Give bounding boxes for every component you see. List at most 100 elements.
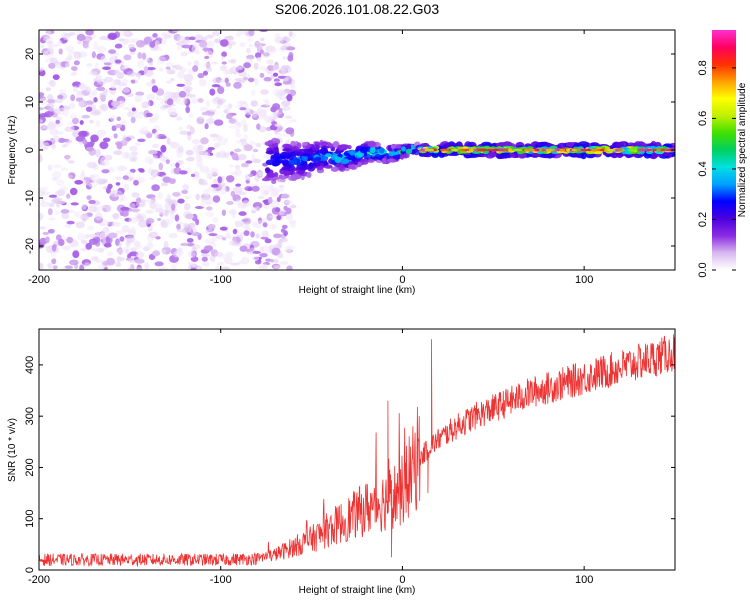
heatmap-cell: [60, 209, 70, 214]
heatmap-cell: [233, 81, 242, 89]
heatmap-cell: [121, 225, 130, 233]
heatmap-cell: [96, 129, 107, 137]
heatmap-cell: [45, 236, 50, 244]
heatmap-cell: [92, 88, 98, 97]
heatmap-cell: [175, 116, 183, 121]
heatmap-cell: [489, 151, 497, 158]
heatmap-cell: [201, 111, 210, 116]
heatmap-cell: [262, 222, 268, 228]
heatmap-cell: [176, 223, 181, 230]
heatmap-cell: [49, 128, 59, 136]
heatmap-cell: [263, 115, 273, 124]
heatmap-cell: [101, 169, 110, 174]
heatmap-cell: [47, 164, 53, 171]
heatmap-cell: [135, 267, 143, 270]
heatmap-cell: [128, 145, 138, 152]
heatmap-cell: [201, 256, 208, 262]
heatmap-cell: [288, 158, 298, 166]
heatmap-cell: [69, 31, 75, 36]
heatmap-cell: [191, 139, 201, 145]
heatmap-cell: [39, 67, 44, 72]
heatmap-cell: [125, 248, 130, 255]
heatmap-cell: [424, 148, 431, 152]
heatmap-cell: [252, 148, 259, 153]
heatmap-cell: [280, 45, 288, 51]
heatmap-cell: [112, 212, 120, 220]
heatmap-cell: [139, 111, 144, 115]
heatmap-cell: [145, 81, 154, 87]
heatmap-cell: [232, 186, 243, 194]
spectrogram-y-label: Frequency (Hz): [7, 116, 18, 185]
heatmap-cell: [154, 131, 159, 140]
heatmap-cell: [311, 144, 320, 151]
heatmap-cell: [114, 261, 121, 267]
heatmap-cell: [278, 154, 287, 160]
snr-y-tick-label: 0: [24, 567, 36, 573]
heatmap-cell: [367, 140, 377, 148]
heatmap-cell: [247, 187, 253, 192]
heatmap-cell: [160, 32, 171, 37]
heatmap-cell: [52, 164, 62, 169]
heatmap-cell: [269, 215, 279, 219]
heatmap-cell: [157, 191, 164, 200]
heatmap-cell: [78, 83, 85, 89]
heatmap-cell: [246, 47, 251, 54]
heatmap-cell: [226, 113, 233, 120]
heatmap-cell: [278, 107, 283, 113]
heatmap-cell: [283, 76, 289, 82]
heatmap-cell: [178, 126, 184, 131]
heatmap-cell: [259, 72, 265, 78]
heatmap-cell: [656, 149, 662, 151]
heatmap-cell: [80, 239, 88, 245]
heatmap-cell: [46, 30, 52, 37]
heatmap-cell: [249, 141, 256, 146]
heatmap-cell: [93, 41, 98, 50]
heatmap-cell: [523, 149, 530, 151]
heatmap-cell: [273, 258, 279, 264]
heatmap-cell: [42, 231, 50, 236]
heatmap-cell: [319, 147, 329, 155]
heatmap-cell: [180, 51, 189, 57]
heatmap-cell: [316, 162, 321, 167]
heatmap-cell: [86, 195, 92, 201]
heatmap-cell: [274, 82, 283, 87]
heatmap-cell: [199, 106, 209, 112]
heatmap-cell: [287, 54, 294, 62]
heatmap-cell: [214, 251, 224, 257]
heatmap-cell: [165, 66, 171, 70]
heatmap-cell: [63, 109, 70, 117]
heatmap-cell: [295, 171, 305, 175]
heatmap-cell: [203, 70, 208, 76]
heatmap-cell: [108, 49, 117, 54]
heatmap-cell: [212, 217, 219, 224]
heatmap-cell: [87, 225, 94, 231]
heatmap-cell: [191, 97, 199, 104]
heatmap-cell: [50, 44, 60, 48]
heatmap-cell: [200, 253, 210, 258]
heatmap-cell: [39, 213, 44, 218]
heatmap-cell: [295, 158, 301, 165]
heatmap-cell: [324, 153, 332, 158]
heatmap-cell: [144, 156, 154, 164]
heatmap-cell: [85, 177, 90, 186]
heatmap-cell: [52, 265, 58, 270]
heatmap-cell: [212, 195, 221, 203]
heatmap-cell: [165, 62, 174, 67]
heatmap-cell: [190, 267, 197, 270]
heatmap-cell: [168, 232, 178, 239]
heatmap-cell: [244, 182, 252, 187]
heatmap-cell: [221, 209, 226, 216]
snr-x-label: Height of straight line (km): [299, 585, 416, 596]
heatmap-cell: [230, 58, 237, 64]
snr-x-tick-label: 100: [575, 574, 593, 586]
heatmap-cell: [379, 147, 385, 154]
heatmap-cell: [114, 230, 125, 235]
heatmap-cell: [199, 40, 208, 48]
heatmap-cell: [248, 43, 253, 48]
heatmap-cell: [78, 130, 88, 138]
heatmap-cell: [251, 207, 257, 211]
heatmap-cell: [48, 217, 57, 221]
heatmap-cell: [183, 73, 194, 82]
heatmap-cell: [235, 199, 241, 205]
heatmap-cell: [204, 211, 215, 218]
